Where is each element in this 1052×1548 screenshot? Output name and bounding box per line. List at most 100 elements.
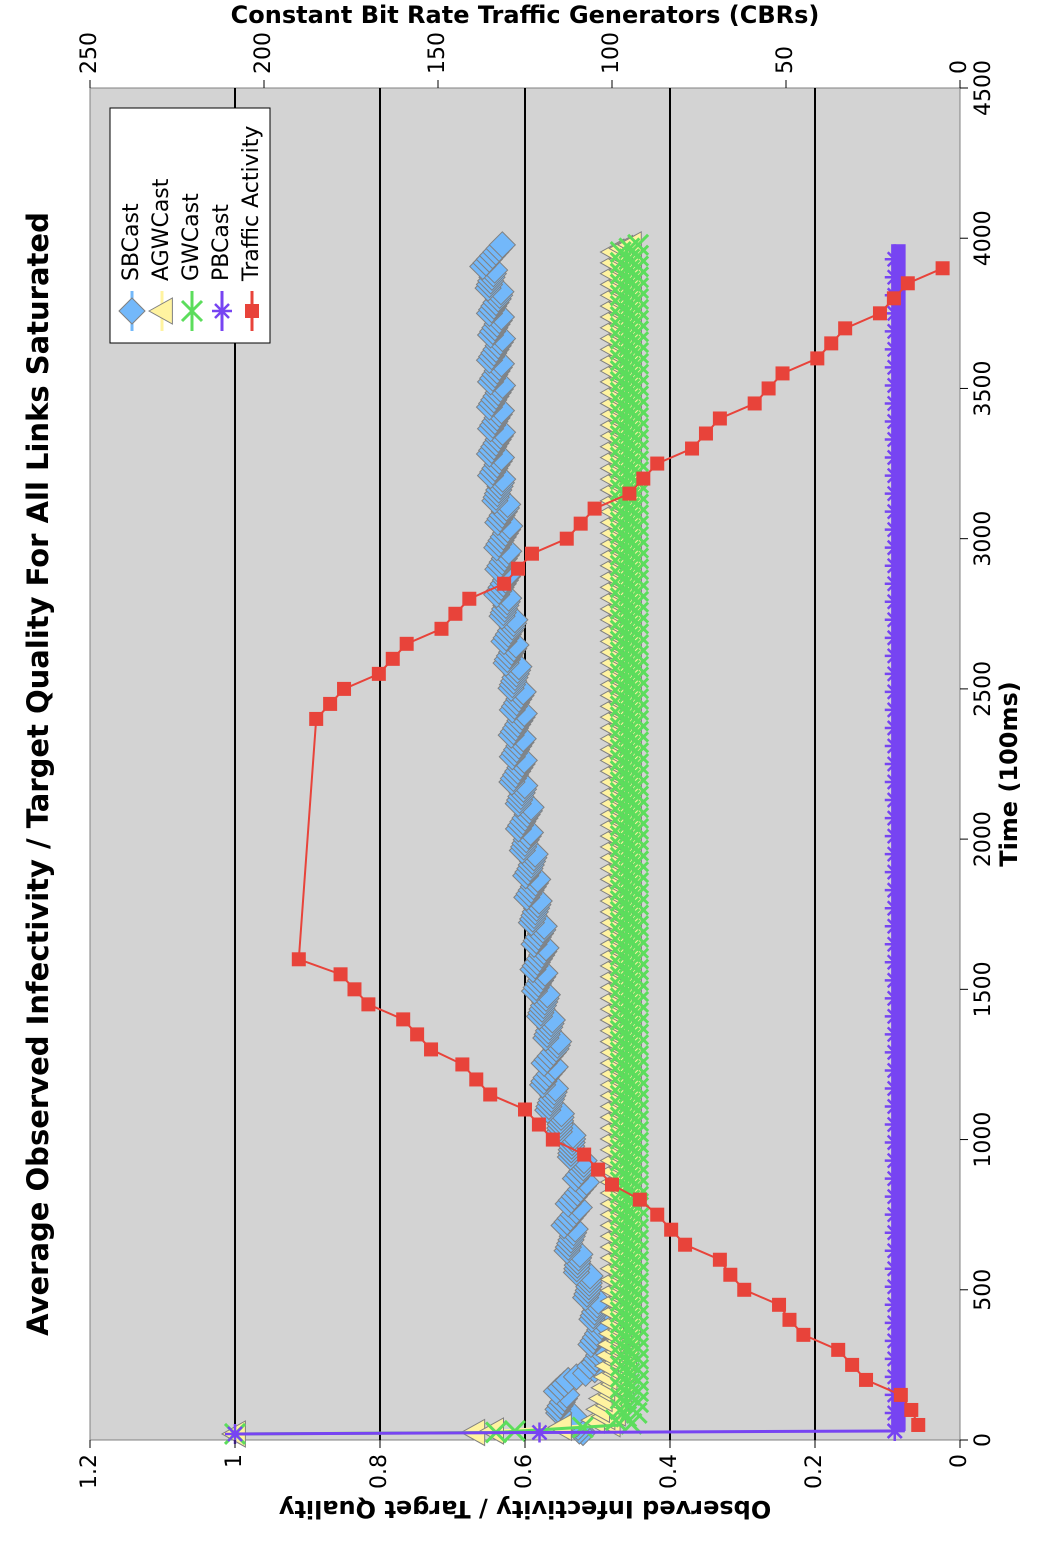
data-point xyxy=(782,1312,797,1327)
data-point xyxy=(503,1419,526,1443)
legend-box xyxy=(109,107,271,344)
legend-label: GWCast xyxy=(179,193,204,281)
x-tick-label: 2500 xyxy=(971,661,996,717)
data-point xyxy=(488,231,517,259)
data-point xyxy=(904,1402,919,1417)
x-tick-label: 3000 xyxy=(971,511,996,567)
data-point xyxy=(434,621,449,636)
data-point xyxy=(886,291,901,306)
y2-tick-label: 250 xyxy=(77,32,102,74)
data-point xyxy=(545,1132,560,1147)
legend-swatch-marker xyxy=(180,299,204,323)
series-band xyxy=(891,244,906,1431)
data-point xyxy=(469,1072,484,1087)
data-point xyxy=(497,576,512,591)
legend-label: Traffic Activity xyxy=(239,126,264,282)
data-point xyxy=(605,1177,619,1192)
series-layer xyxy=(220,230,950,1448)
y2-tick-label: 200 xyxy=(251,32,276,74)
y2-tick-label: 150 xyxy=(425,32,450,74)
data-point xyxy=(698,426,713,441)
data-point xyxy=(361,997,376,1012)
y-tick-label: 0.8 xyxy=(367,1454,392,1489)
data-point xyxy=(323,696,338,711)
data-point xyxy=(385,651,400,666)
x-tick-label: 2000 xyxy=(971,811,996,867)
x-tick-label: 1500 xyxy=(971,961,996,1017)
data-point xyxy=(399,636,414,651)
legend-swatch-marker xyxy=(147,297,173,325)
data-point xyxy=(462,591,477,606)
data-point xyxy=(747,396,762,411)
data-point xyxy=(424,1042,439,1057)
legend-item: AGWCast xyxy=(147,178,174,331)
data-point xyxy=(347,982,362,997)
data-point xyxy=(622,486,637,501)
x-tick-label: 1000 xyxy=(971,1112,996,1168)
data-point xyxy=(884,1420,905,1441)
series-sbcast xyxy=(469,231,618,1447)
data-point xyxy=(810,351,825,366)
x-axis-title: Time (100ms) xyxy=(995,681,1023,867)
data-point xyxy=(524,546,539,561)
y2-tick-label: 0 xyxy=(947,60,972,74)
x-tick-label: 3500 xyxy=(971,360,996,416)
data-point xyxy=(712,1252,727,1267)
legend-item: SBCast xyxy=(118,203,146,331)
x-tick-label: 4500 xyxy=(971,60,996,116)
data-point xyxy=(664,1222,679,1237)
data-point xyxy=(587,501,602,516)
data-point xyxy=(831,1342,846,1357)
data-point xyxy=(396,1012,411,1027)
legend-label: PBCast xyxy=(209,204,234,281)
data-point xyxy=(225,1423,245,1444)
data-point xyxy=(761,381,776,396)
data-point xyxy=(337,681,352,696)
x-tick-label: 4000 xyxy=(971,210,996,266)
data-point xyxy=(291,952,306,967)
data-point xyxy=(723,1267,738,1282)
data-point xyxy=(650,1207,665,1222)
data-point xyxy=(650,456,665,471)
legend-item: GWCast xyxy=(179,193,204,331)
y-tick-label: 1.2 xyxy=(77,1454,102,1489)
legend-swatch-marker xyxy=(118,297,146,325)
data-point xyxy=(893,1387,908,1402)
primary-axis-ticks: 0 0.2 0.4 0.6 0.8 1 1.2 xyxy=(77,1440,972,1489)
data-point xyxy=(529,1422,550,1443)
data-point xyxy=(632,1192,647,1207)
y-axis-title: Observed Infectivity / Target Quality xyxy=(278,1495,771,1523)
data-point xyxy=(371,666,386,681)
data-point xyxy=(591,1162,606,1177)
y-tick-label: 0 xyxy=(947,1454,972,1468)
series-pbcast xyxy=(225,244,906,1444)
data-point xyxy=(333,967,348,982)
data-point xyxy=(410,1027,425,1042)
legend-swatch-marker xyxy=(245,304,259,318)
y-tick-label: 0.2 xyxy=(802,1454,827,1489)
data-point xyxy=(455,1057,470,1072)
data-point xyxy=(911,1417,926,1432)
data-point xyxy=(737,1282,752,1297)
data-point xyxy=(845,1357,860,1372)
data-point xyxy=(775,366,790,381)
data-point xyxy=(518,1102,532,1117)
data-point xyxy=(935,261,950,276)
y-tick-label: 0.6 xyxy=(512,1454,537,1489)
data-point xyxy=(900,276,915,291)
data-point xyxy=(627,233,650,256)
data-point xyxy=(772,1297,787,1312)
y-tick-label: 0.4 xyxy=(657,1454,682,1489)
series-gwcast xyxy=(223,233,650,1446)
y2-tick-label: 100 xyxy=(599,32,624,74)
data-point xyxy=(685,441,700,456)
data-point xyxy=(712,411,727,426)
x-tick-label: 0 xyxy=(971,1433,996,1447)
data-point xyxy=(309,711,324,726)
data-point xyxy=(838,321,853,336)
data-point xyxy=(859,1372,874,1387)
y-tick-label: 1 xyxy=(222,1454,247,1468)
x-axis-ticks: 0 500 1000 1500 2000 2500 3000 3500 4000 4500 xyxy=(960,60,996,1447)
data-point xyxy=(573,516,588,531)
data-point xyxy=(511,561,526,576)
